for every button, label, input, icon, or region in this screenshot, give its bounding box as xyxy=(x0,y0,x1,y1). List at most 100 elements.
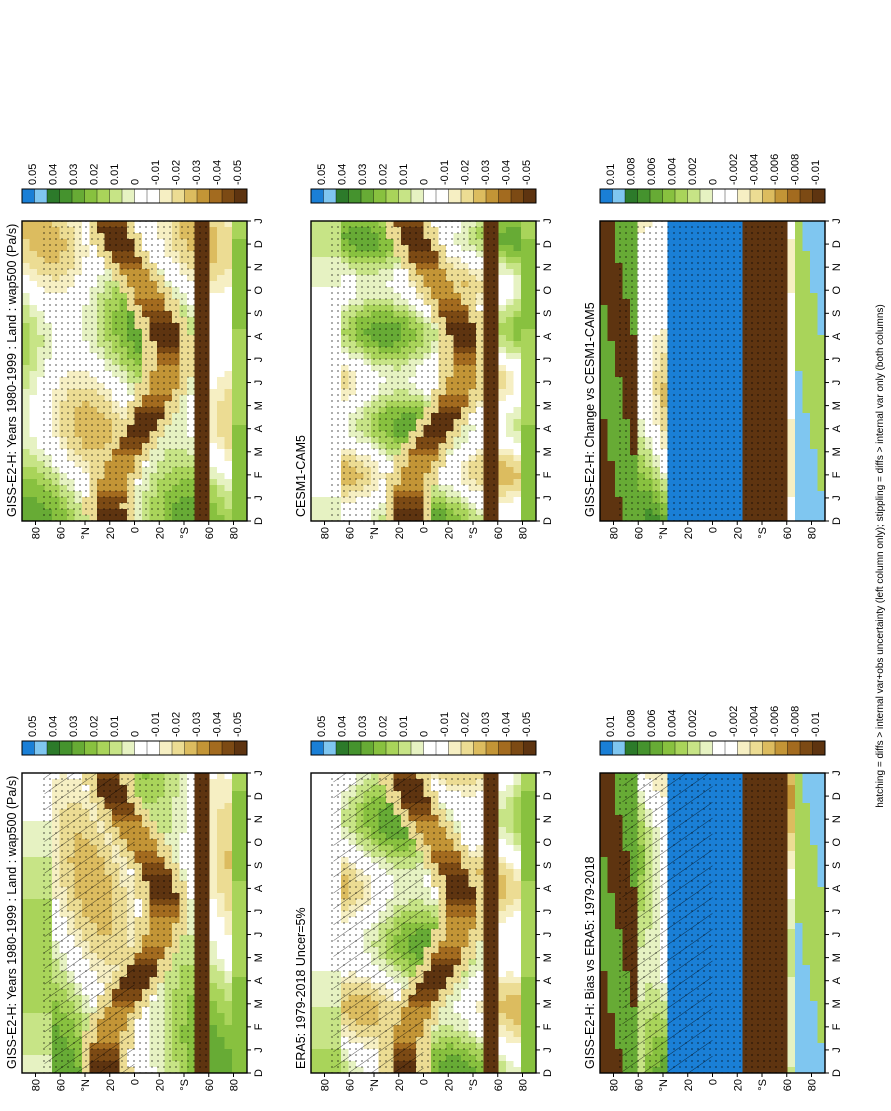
month-tick-label: D xyxy=(542,240,554,248)
lat-tick-label: 80 xyxy=(609,527,621,539)
month-tick-label: A xyxy=(542,424,554,432)
lat-tick-label: 20 xyxy=(732,527,744,539)
month-tick-label: M xyxy=(542,953,554,962)
lat-tick-label: 20 xyxy=(394,527,406,539)
panel-change: GISS-E2-H: Change vs CESM1-CAM5 80 60 °N 20 0… xyxy=(583,154,843,540)
month-tick-label: M xyxy=(253,447,265,456)
lat-tick-label: 20 xyxy=(443,1079,455,1091)
lat-tick-label: 80 xyxy=(229,527,241,539)
lat-tick-label: °N xyxy=(658,1079,670,1091)
month-tick-label: D xyxy=(542,517,554,525)
colorbar-label: -0.04 xyxy=(500,160,512,185)
colorbar-label: 0.02 xyxy=(89,164,101,185)
colorbar-label: -0.01 xyxy=(810,160,822,185)
colorbar-label: 0.006 xyxy=(646,709,658,737)
colorbar-label: 0.05 xyxy=(316,164,328,185)
month-tick-label: D xyxy=(831,792,843,800)
colorbar-label: 0 xyxy=(419,179,431,185)
month-tick-label: M xyxy=(831,953,843,962)
month-tick-label: O xyxy=(542,286,554,295)
stippling xyxy=(40,221,209,521)
month-tick-label: M xyxy=(831,401,843,410)
lat-tick-label: °S xyxy=(179,527,191,539)
month-tick-label: A xyxy=(253,332,265,340)
colorbar-label: -0.02 xyxy=(170,712,182,737)
colorbar-label: -0.04 xyxy=(211,160,223,185)
lat-tick-label: °S xyxy=(468,1079,480,1091)
lat-tick-label: 0 xyxy=(708,527,720,533)
month-tick-label: J xyxy=(542,357,554,363)
colorbar-label: 0.004 xyxy=(667,709,679,737)
lat-tick-label: 20 xyxy=(683,1079,695,1091)
month-tick-label: N xyxy=(831,263,843,271)
month-tick-label: D xyxy=(831,1069,843,1077)
month-tick-label: J xyxy=(253,218,265,224)
lat-tick-label: 60 xyxy=(204,527,216,539)
colorbar-label: 0 xyxy=(130,731,142,737)
month-tick-label: M xyxy=(542,447,554,456)
colorbar-label: 0.05 xyxy=(316,716,328,737)
month-tick-label: S xyxy=(253,310,265,317)
colorbar-label: -0.006 xyxy=(769,154,781,185)
colorbar-label: -0.03 xyxy=(480,160,492,185)
month-tick-label: S xyxy=(542,310,554,317)
colorbar-label: -0.01 xyxy=(439,712,451,737)
colorbar-label: 0.008 xyxy=(626,709,638,737)
month-tick-label: A xyxy=(253,884,265,892)
lat-tick-label: 80 xyxy=(31,1079,43,1091)
month-tick-label: J xyxy=(253,770,265,776)
panel-obs: ERA5: 1979-2018 Uncer=5% 80 60 °N 20 0 20 °S 60 8… xyxy=(294,712,554,1091)
month-tick-label: F xyxy=(831,1023,843,1030)
lat-tick-label: 20 xyxy=(683,527,695,539)
colorbar-label: -0.002 xyxy=(728,706,740,737)
panel-title: GISS-E2-H: Years 1980-1999 : Land : wap5… xyxy=(5,776,19,1069)
month-tick-label: S xyxy=(831,862,843,869)
month-tick-label: O xyxy=(253,838,265,847)
lat-tick-label: 0 xyxy=(708,1079,720,1085)
month-tick-label: A xyxy=(253,424,265,432)
colorbar-label: 0.01 xyxy=(398,716,410,737)
colorbar-label: -0.02 xyxy=(170,160,182,185)
colorbar-label: 0.04 xyxy=(48,716,60,737)
figure-caption: hatching = diffs > internal var+obs unce… xyxy=(875,304,886,808)
month-tick-label: J xyxy=(542,909,554,915)
lat-tick-label: 60 xyxy=(344,1079,356,1091)
month-tick-label: J xyxy=(253,909,265,915)
lat-tick-label: 0 xyxy=(419,527,431,533)
panel-title: CESM1-CAM5 xyxy=(294,435,308,517)
lat-tick-label: 20 xyxy=(105,1079,117,1091)
month-tick-label: D xyxy=(831,240,843,248)
colorbar-label: -0.01 xyxy=(810,712,822,737)
month-tick-label: J xyxy=(542,1047,554,1053)
lat-tick-label: 80 xyxy=(31,527,43,539)
colorbar-label: -0.05 xyxy=(521,712,533,737)
colorbar-label: -0.01 xyxy=(150,160,162,185)
month-tick-label: S xyxy=(542,862,554,869)
colorbar-label: 0.04 xyxy=(337,164,349,185)
lat-tick-label: °S xyxy=(179,1079,191,1091)
month-tick-label: F xyxy=(542,471,554,478)
colorbar: 0.05 0.04 0.03 0.02 0.01 0 -0.01 -0.02 -0.03 -0.0… xyxy=(21,160,248,204)
colorbar-label: -0.02 xyxy=(459,160,471,185)
lat-tick-label: °N xyxy=(369,1079,381,1091)
month-tick-label: A xyxy=(542,332,554,340)
colorbar: 0.01 0.008 0.006 0.004 0.002 0 -0.002 -0.004 -0.… xyxy=(599,706,826,756)
lat-tick-label: 60 xyxy=(493,527,505,539)
colorbar-label: -0.008 xyxy=(789,154,801,185)
month-tick-label: J xyxy=(542,218,554,224)
lat-tick-label: 60 xyxy=(204,1079,216,1091)
colorbar-label: 0.04 xyxy=(48,164,60,185)
lat-tick-label: 80 xyxy=(807,527,819,539)
colorbar-label: 0.02 xyxy=(378,164,390,185)
month-tick-label: D xyxy=(253,1069,265,1077)
lat-tick-label: °S xyxy=(757,1079,769,1091)
colorbar-label: -0.01 xyxy=(150,712,162,737)
month-tick-label: A xyxy=(831,424,843,432)
month-tick-label: D xyxy=(831,517,843,525)
month-tick-label: D xyxy=(253,517,265,525)
colorbar-label: 0.04 xyxy=(337,716,349,737)
colorbar-label: -0.04 xyxy=(500,712,512,737)
lat-tick-label: 80 xyxy=(518,1079,530,1091)
month-tick-label: J xyxy=(831,218,843,224)
lat-tick-label: 20 xyxy=(443,527,455,539)
